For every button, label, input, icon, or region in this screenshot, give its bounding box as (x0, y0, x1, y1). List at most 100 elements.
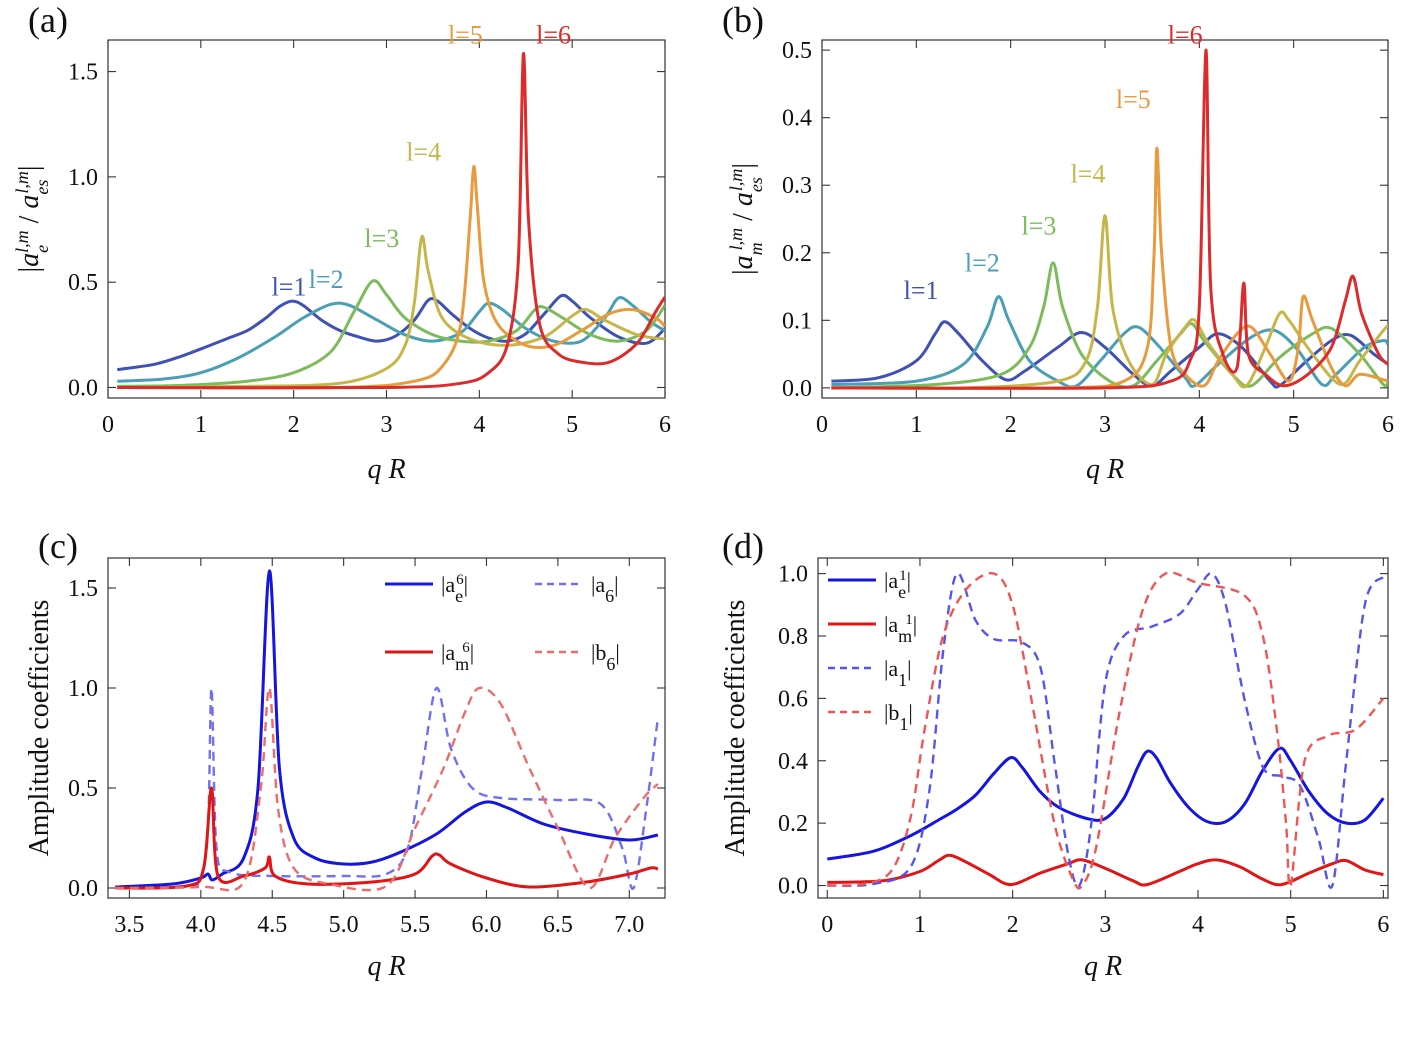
curve-label-a-1: l=2 (309, 265, 344, 294)
y-tick-label-a: 0.0 (68, 375, 98, 401)
series-line-c-2 (115, 786, 659, 890)
x-tick-label-a: 0 (102, 412, 114, 438)
x-tick-label-d: 6 (1377, 912, 1389, 938)
x-tick-label-b: 0 (816, 412, 828, 438)
series-line-c-3 (115, 686, 659, 892)
series-line-d-3 (827, 571, 1385, 890)
legend-entry-d-0: |ae1| (884, 568, 911, 602)
y-axis-label-a: |ael,m / aesl,m| (12, 166, 52, 273)
y-tick-label-c: 1.5 (68, 576, 98, 602)
x-tick-label-c: 7.0 (614, 912, 644, 938)
y-tick-label-b: 0.0 (782, 376, 812, 402)
series-line-a-3 (117, 234, 665, 389)
curve-label-b-0: l=1 (904, 276, 939, 305)
x-tick-label-b: 6 (1382, 412, 1394, 438)
curve-label-b-1: l=2 (965, 248, 1000, 277)
x-tick-label-a: 1 (195, 412, 207, 438)
series-group-a (117, 52, 665, 390)
legend-entry-d-1: |am1| (884, 612, 917, 646)
series-group-d (827, 571, 1385, 890)
x-tick-label-d: 3 (1099, 912, 1111, 938)
x-tick-label-d: 1 (914, 912, 926, 938)
panel-b: 0 1 2 3 4 5 6 0.0 0.1 0.2 0.3 0.4 0.5 l=1 l=2 l=3 l=4 l=5… (722, 0, 1394, 485)
y-axis-label-c: Amplitude coefficients (24, 600, 55, 857)
y-tick-label-d: 0.2 (778, 811, 808, 837)
x-tick-label-b: 4 (1193, 412, 1205, 438)
y-tick-label-b: 0.5 (782, 38, 812, 64)
curve-label-a-3: l=4 (406, 138, 441, 167)
curve-label-a-0: l=1 (272, 272, 307, 301)
x-tick-label-a: 4 (473, 412, 485, 438)
panel-a: 0 1 2 3 4 5 6 0.0 0.5 1.0 1.5 l=1 l=2 l=3 l=4 l=5 l=6 (a)… (12, 0, 671, 485)
curve-label-a-4: l=5 (448, 20, 483, 49)
y-tick-label-d: 0.0 (778, 874, 808, 900)
x-tick-label-d: 0 (821, 912, 833, 938)
x-tick-label-a: 3 (381, 412, 393, 438)
y-tick-label-c: 0.0 (68, 876, 98, 902)
plot-frame-d (817, 557, 1389, 899)
y-tick-label-c: 1.0 (68, 676, 98, 702)
x-tick-label-a: 6 (659, 412, 671, 438)
panel-c: 3.5 4.0 4.5 5.0 5.5 6.0 6.5 7.0 0.0 0.5 1.0 1.5 (c) q… (24, 526, 666, 982)
x-axis-label-b: q R (1086, 454, 1124, 485)
series-line-d-0 (827, 746, 1385, 861)
y-tick-label-b: 0.1 (782, 308, 812, 334)
series-line-b-3 (831, 214, 1388, 390)
panel-d: 0 1 2 3 4 5 6 0.0 0.2 0.4 0.6 0.8 1.0 (d) q R Amplitude… (720, 526, 1389, 982)
x-tick-label-b: 1 (910, 412, 922, 438)
y-tick-label-c: 0.5 (68, 776, 98, 802)
y-tick-label-b: 0.2 (782, 241, 812, 267)
y-tick-label-b: 0.4 (782, 106, 812, 132)
series-line-b-1 (831, 295, 1388, 389)
x-tick-label-b: 3 (1099, 412, 1111, 438)
series-line-a-2 (117, 279, 665, 388)
series-group-c (115, 569, 660, 892)
curve-label-b-2: l=3 (1022, 211, 1057, 240)
legend-entry-d-3: |b1| (884, 700, 913, 734)
plot-frame-a (107, 39, 666, 399)
series-line-d-2 (827, 572, 1385, 889)
x-tick-label-c: 5.0 (329, 912, 359, 938)
series-group-b (831, 48, 1388, 390)
plot-frame-c (107, 557, 666, 899)
y-tick-label-a: 0.5 (68, 270, 98, 296)
x-tick-label-d: 4 (1192, 912, 1204, 938)
x-tick-label-c: 4.5 (257, 912, 287, 938)
x-tick-label-a: 5 (566, 412, 578, 438)
panel-label-a: (a) (28, 0, 68, 40)
series-line-a-0 (117, 293, 665, 372)
curve-label-b-5: l=6 (1168, 20, 1203, 49)
x-axis-label-c: q R (367, 951, 405, 982)
y-tick-label-a: 1.0 (68, 165, 98, 191)
panel-label-b: (b) (722, 0, 764, 40)
curve-label-b-4: l=5 (1116, 85, 1151, 114)
legend-entry-c-2: |am6| (441, 640, 474, 674)
x-tick-label-c: 4.0 (186, 912, 216, 938)
y-tick-label-a: 1.5 (68, 60, 98, 86)
series-line-a-4 (117, 164, 665, 390)
panel-label-c: (c) (38, 526, 78, 566)
legend-entry-c-1: |a6| (591, 572, 619, 606)
y-axis-label-d: Amplitude coefficients (720, 600, 751, 857)
series-line-c-0 (115, 569, 659, 889)
series-line-b-2 (831, 261, 1388, 390)
y-axis-label-b: |aml,m / aesl,m| (726, 163, 766, 275)
x-axis-label-d: q R (1084, 951, 1122, 982)
series-line-b-4 (831, 146, 1388, 390)
x-axis-label-a: q R (367, 454, 405, 485)
x-tick-label-b: 2 (1005, 412, 1017, 438)
panel-label-d: (d) (722, 526, 764, 566)
legend-entry-d-2: |a1| (884, 656, 912, 690)
y-tick-label-d: 0.8 (778, 624, 808, 650)
x-tick-label-c: 3.5 (114, 912, 144, 938)
series-line-b-5 (831, 48, 1388, 390)
curve-label-b-3: l=4 (1071, 159, 1106, 188)
x-tick-label-c: 5.5 (400, 912, 430, 938)
x-tick-label-b: 5 (1288, 412, 1300, 438)
curve-label-a-2: l=3 (364, 224, 399, 253)
y-tick-label-d: 0.4 (778, 749, 808, 775)
y-tick-label-d: 1.0 (778, 562, 808, 588)
series-line-c-1 (115, 686, 660, 890)
series-line-d-1 (827, 853, 1384, 887)
